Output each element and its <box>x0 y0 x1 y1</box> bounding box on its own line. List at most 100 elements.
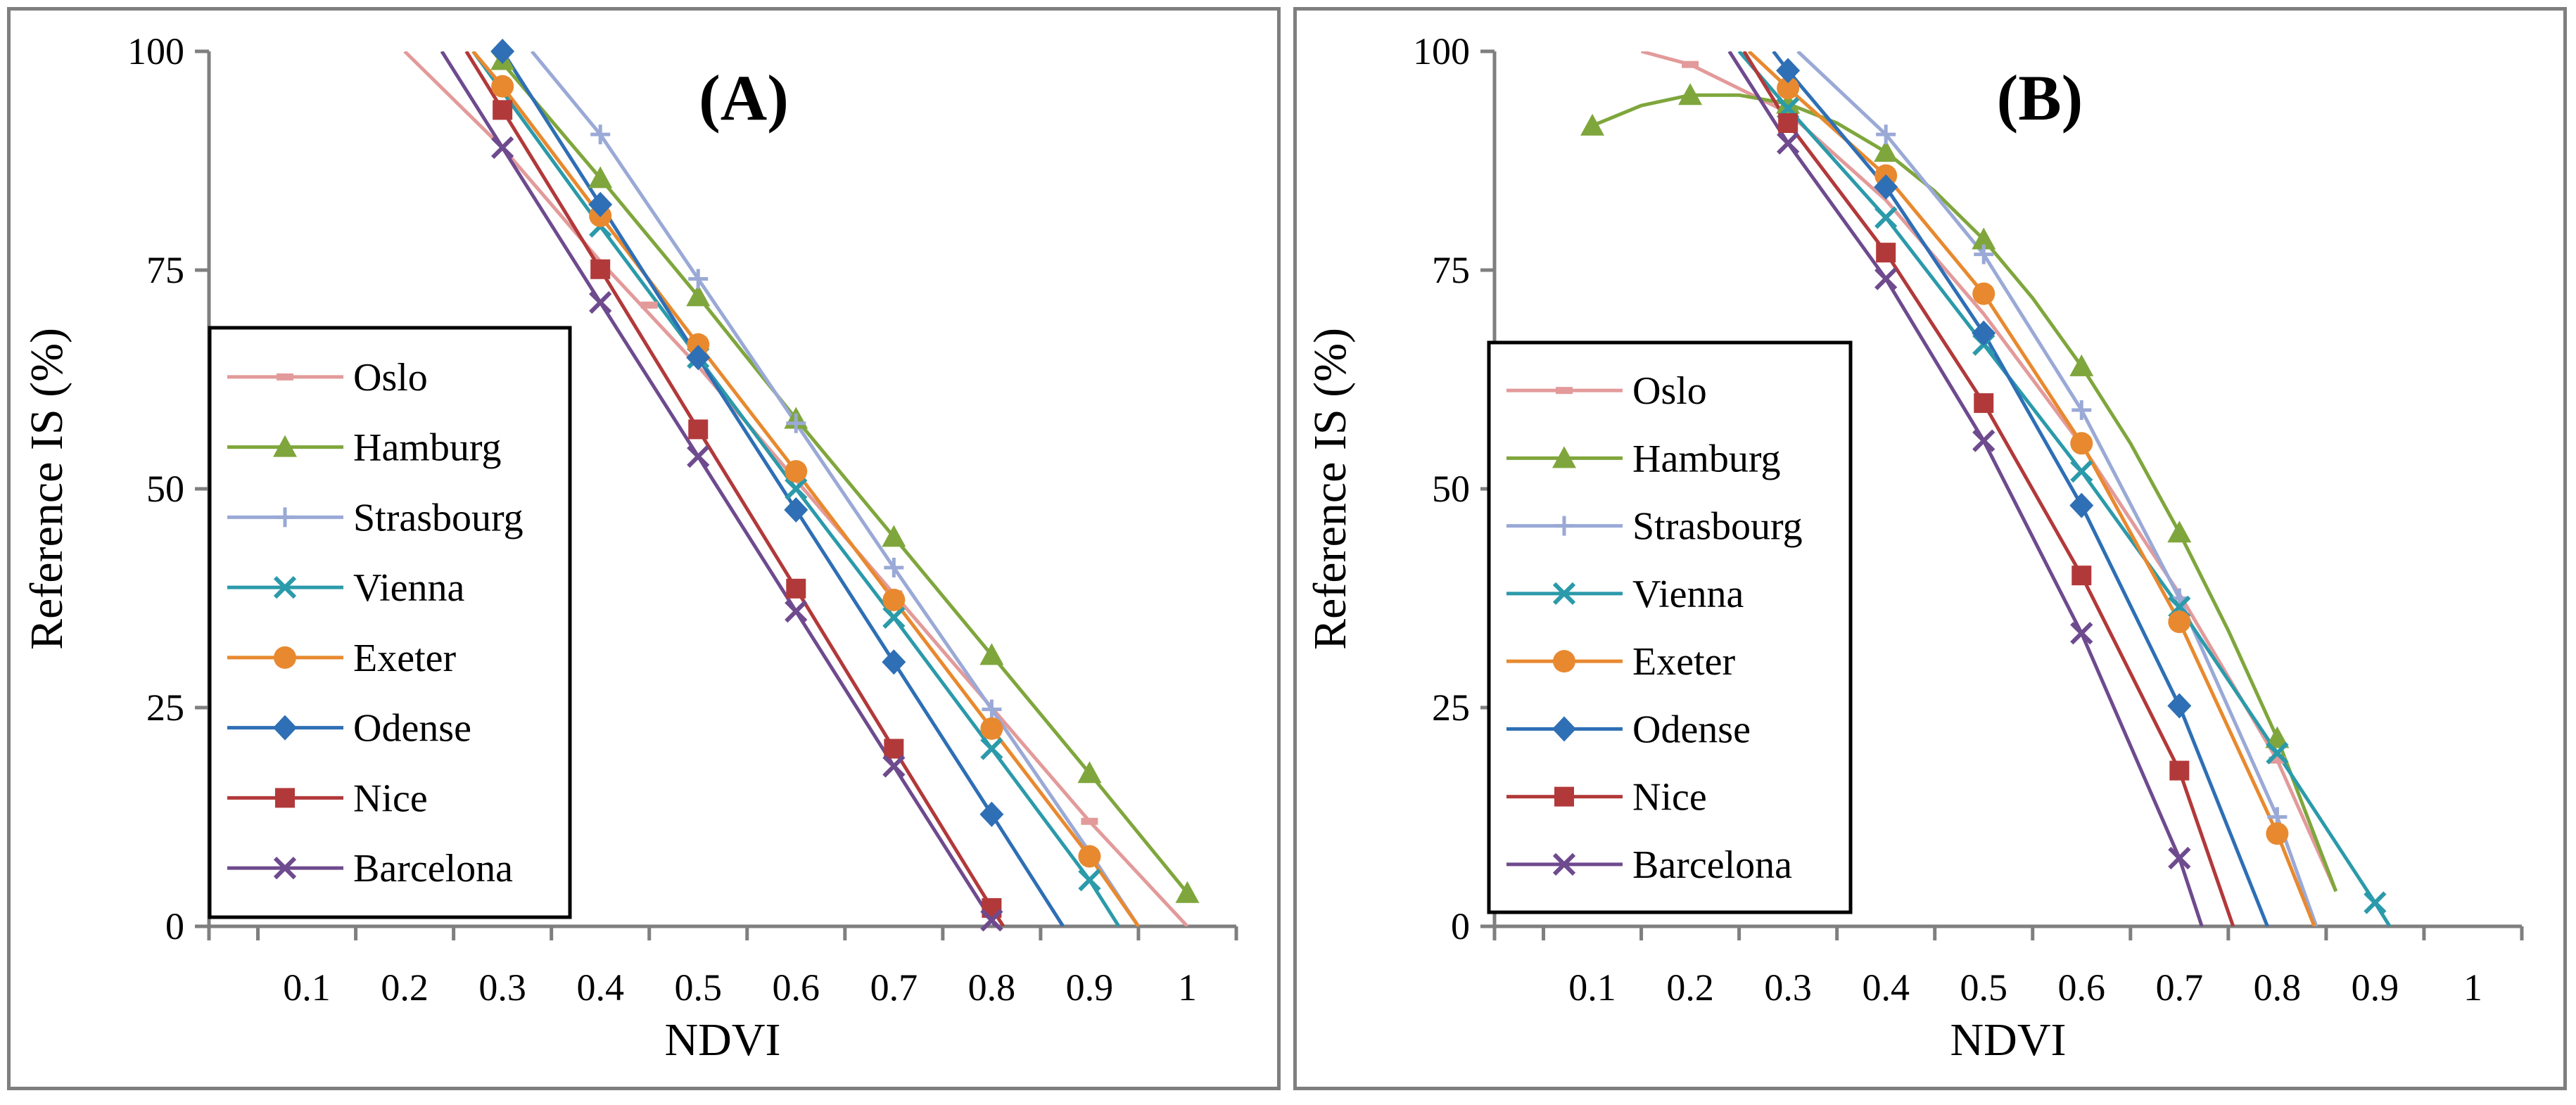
legend-item-vienna: Vienna <box>1506 573 1744 616</box>
legend-item-nice: Nice <box>1506 776 1707 819</box>
x-tick-label: 0.1 <box>1568 966 1616 1009</box>
legend-marker <box>273 857 297 880</box>
x-tick-label: 0.4 <box>576 966 624 1009</box>
data-point-hamburg <box>1972 227 1996 250</box>
data-point-vienna <box>980 737 1003 760</box>
data-point-odense <box>882 649 906 675</box>
legend-label: Oslo <box>353 356 428 400</box>
data-point-hamburg <box>1874 140 1898 162</box>
legend-label: Strasbourg <box>353 496 524 539</box>
x-tick-label: 0.6 <box>2058 966 2106 1009</box>
data-point-strasbourg <box>884 557 904 577</box>
data-point-barcelona <box>882 755 906 778</box>
data-point-exeter <box>1078 845 1101 868</box>
data-point-barcelona <box>1777 132 1800 155</box>
series-line-strasbourg <box>530 51 1141 926</box>
data-point-hamburg <box>686 284 711 307</box>
series-markers <box>1580 58 2387 914</box>
x-tick-label: 0.8 <box>968 966 1016 1009</box>
legend-label: Vienna <box>353 566 464 610</box>
legend-label: Odense <box>353 707 471 750</box>
data-point-strasbourg <box>786 413 806 433</box>
y-tick-label: 50 <box>146 468 184 510</box>
series-line-nice <box>464 51 1005 926</box>
data-point-hamburg <box>1077 761 1102 784</box>
legend: Oslo Hamburg Strasbourg Vienna Exeter Odense N… <box>1487 340 1853 914</box>
legend-item-odense: Odense <box>227 707 471 750</box>
data-point-vienna <box>2266 741 2289 765</box>
data-point-exeter <box>1777 77 1800 100</box>
legend-label: Odense <box>1632 708 1751 751</box>
data-point-strasbourg <box>590 124 611 145</box>
data-point-barcelona <box>491 136 514 159</box>
data-point-hamburg <box>882 525 906 547</box>
legend-marker <box>1556 387 1573 395</box>
legend-label: Strasbourg <box>1632 505 1803 549</box>
data-point-hamburg <box>1580 113 1605 136</box>
legend-item-exeter: Exeter <box>227 637 456 680</box>
y-tick-label: 0 <box>1451 905 1470 947</box>
data-point-barcelona <box>2070 622 2093 645</box>
legend-marker <box>1554 786 1574 807</box>
panel-a-frame <box>7 7 1281 1090</box>
series-line-odense <box>500 51 1065 926</box>
data-point-oslo <box>1682 60 1699 68</box>
data-point-odense <box>784 497 808 523</box>
data-point-vienna <box>2070 459 2093 483</box>
data-point-vienna <box>1078 868 1101 892</box>
x-tick-label: 0.5 <box>1960 966 2007 1009</box>
legend-marker <box>1552 716 1576 742</box>
legend-label: Hamburg <box>353 426 502 470</box>
legend-marker <box>273 435 297 457</box>
legend-item-exeter: Exeter <box>1506 640 1735 684</box>
data-point-nice <box>1974 393 1994 414</box>
data-point-odense <box>2167 693 2192 719</box>
data-point-vienna <box>882 606 906 629</box>
data-point-odense <box>1874 174 1898 200</box>
legend-label: Oslo <box>1632 369 1707 413</box>
y-tick-label: 50 <box>1432 468 1470 510</box>
data-point-exeter <box>980 717 1003 740</box>
series-line-strasbourg <box>1796 51 2318 926</box>
x-tick-label: 0.3 <box>478 966 526 1009</box>
legend-item-nice: Nice <box>227 777 428 820</box>
legend-label: Barcelona <box>353 847 513 890</box>
legend-marker <box>275 788 295 808</box>
y-tick-label: 75 <box>146 249 184 291</box>
data-point-hamburg <box>2069 354 2094 376</box>
data-point-hamburg <box>1678 83 1703 106</box>
data-point-exeter <box>882 588 906 611</box>
legend-item-barcelona: Barcelona <box>1506 843 1792 887</box>
legend-marker <box>1554 516 1574 536</box>
data-point-strasbourg <box>2071 400 2092 421</box>
chart-panel-b: 0 25 50 75 100 0.1 0.2 0.3 0.4 0.5 0.6 0.7 0.8 0.9 1 ND… <box>1305 30 2524 1066</box>
data-point-barcelona <box>687 445 710 468</box>
chart-panel-a: 0 25 50 75 100 0.1 0.2 0.3 0.4 0.5 0.6 0.7 0.8 0.9 1 ND… <box>21 30 1238 1066</box>
series-line-vienna <box>471 51 1121 926</box>
data-point-hamburg <box>588 166 613 189</box>
x-tick-label: 0.9 <box>1066 966 1114 1009</box>
data-point-nice <box>1778 113 1798 134</box>
legend-item-oslo: Oslo <box>1506 369 1707 413</box>
data-point-odense <box>1972 320 1996 346</box>
data-point-nice <box>786 578 806 599</box>
data-point-exeter <box>785 460 808 483</box>
data-point-odense <box>490 39 515 64</box>
data-point-nice <box>688 419 709 440</box>
data-point-barcelona <box>1972 429 1996 452</box>
legend-marker <box>277 373 293 381</box>
legend-label: Hamburg <box>1632 437 1781 480</box>
x-tick-label: 0.7 <box>2156 966 2204 1009</box>
legend-marker <box>273 576 297 599</box>
x-axis-title: NDVI <box>1950 1014 2067 1066</box>
series-line-hamburg <box>491 51 1189 895</box>
data-point-exeter <box>491 75 514 98</box>
x-tick-label: 0.7 <box>870 966 918 1009</box>
series-line-barcelona <box>440 51 998 926</box>
data-point-barcelona <box>2168 846 2191 870</box>
legend: Oslo Hamburg Strasbourg Vienna Exeter Odense N… <box>208 326 572 919</box>
legend-label: Exeter <box>353 637 456 680</box>
x-tick-label: 0.6 <box>773 966 820 1009</box>
data-point-hamburg <box>1175 881 1200 903</box>
